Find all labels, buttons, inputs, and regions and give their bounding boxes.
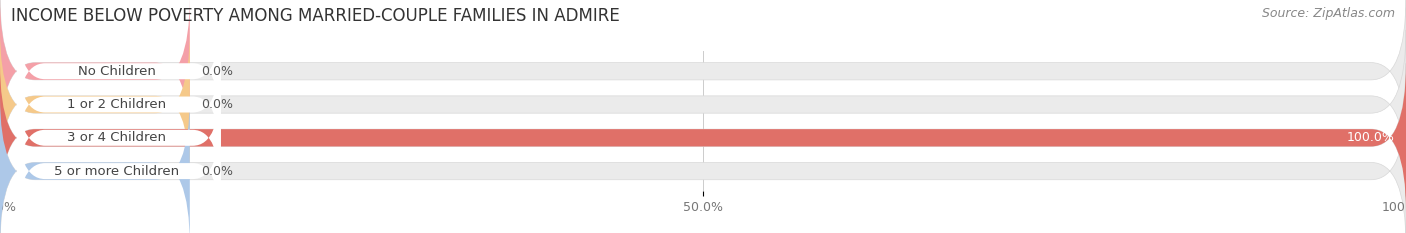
FancyBboxPatch shape [17,13,221,130]
Text: 0.0%: 0.0% [201,65,233,78]
FancyBboxPatch shape [17,79,221,196]
FancyBboxPatch shape [0,63,1406,212]
Text: 1 or 2 Children: 1 or 2 Children [67,98,166,111]
FancyBboxPatch shape [0,30,190,179]
Text: 100.0%: 100.0% [1347,131,1395,144]
FancyBboxPatch shape [0,0,1406,146]
Text: No Children: No Children [77,65,156,78]
Text: 5 or more Children: 5 or more Children [55,164,179,178]
Text: 0.0%: 0.0% [201,98,233,111]
Text: INCOME BELOW POVERTY AMONG MARRIED-COUPLE FAMILIES IN ADMIRE: INCOME BELOW POVERTY AMONG MARRIED-COUPL… [11,7,620,25]
FancyBboxPatch shape [0,96,1406,233]
FancyBboxPatch shape [0,0,190,146]
Text: 0.0%: 0.0% [201,164,233,178]
FancyBboxPatch shape [0,30,1406,179]
FancyBboxPatch shape [0,96,190,233]
Text: 3 or 4 Children: 3 or 4 Children [67,131,166,144]
FancyBboxPatch shape [17,113,221,230]
FancyBboxPatch shape [0,63,1406,212]
FancyBboxPatch shape [17,46,221,163]
Text: Source: ZipAtlas.com: Source: ZipAtlas.com [1261,7,1395,20]
